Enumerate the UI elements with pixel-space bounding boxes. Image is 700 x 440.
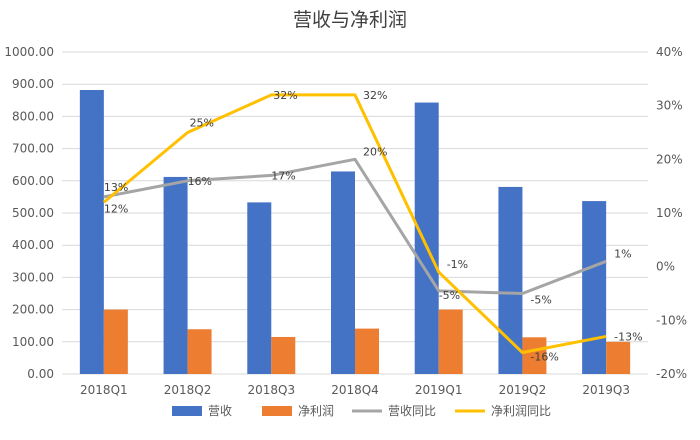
legend-label: 净利润同比 — [491, 404, 551, 418]
right-tick-label: 0% — [656, 260, 675, 274]
category-label: 2019Q1 — [415, 383, 463, 397]
data-label: 13% — [104, 181, 128, 194]
legend-label: 营收 — [208, 404, 232, 418]
legend-label: 营收同比 — [388, 404, 436, 418]
bar-1-2018Q3 — [271, 336, 296, 374]
category-label: 2018Q2 — [164, 383, 212, 397]
left-tick-label: 100.00 — [12, 335, 54, 349]
bar-1-2018Q2 — [187, 329, 212, 374]
data-label: -5% — [439, 289, 460, 302]
left-tick-label: 300.00 — [12, 270, 54, 284]
data-label: 20% — [363, 145, 387, 158]
bar-1-2019Q2 — [522, 337, 547, 374]
bar-1-2019Q1 — [438, 309, 463, 374]
line-营收同比 — [103, 157, 607, 295]
data-label: 32% — [273, 89, 297, 102]
bar-0-2018Q1 — [79, 89, 104, 374]
right-tick-label: 10% — [656, 206, 683, 220]
right-tick-label: 40% — [656, 45, 683, 59]
chart-title: 营收与净利润 — [293, 9, 407, 31]
right-tick-label: 20% — [656, 152, 683, 166]
data-label: 17% — [271, 169, 295, 182]
data-label: -5% — [530, 294, 551, 307]
left-tick-label: 500.00 — [12, 206, 54, 220]
category-label: 2018Q1 — [80, 383, 128, 397]
data-label: 25% — [190, 117, 214, 130]
data-label: 16% — [188, 175, 212, 188]
bar-0-2019Q2 — [498, 186, 523, 374]
bar-0-2018Q3 — [247, 202, 272, 374]
left-axis-ticks: 0.00 100.00 200.00 300.00 400.00 500.00 600.00… — [4, 45, 54, 381]
right-axis-ticks: -20% -10% 0% 10% 20% 30% 40% — [656, 45, 687, 381]
right-tick-label: -20% — [656, 367, 687, 381]
left-tick-label: 0.00 — [27, 367, 54, 381]
category-label: 2019Q3 — [582, 383, 630, 397]
bar-0-2019Q3 — [582, 201, 607, 374]
data-label: 1% — [614, 247, 631, 260]
data-label: 12% — [104, 202, 128, 215]
legend-label: 净利润 — [298, 404, 334, 418]
legend: 营收 净利润 营收同比 净利润同比 — [172, 404, 551, 418]
bar-1-2018Q1 — [103, 309, 128, 374]
legend-swatch — [172, 406, 202, 416]
left-tick-label: 1000.00 — [4, 45, 54, 59]
data-label: 32% — [363, 89, 387, 102]
data-labels: 13% 16% 17% 20% -5% -5% 1% 12% 25% 32% 32% -1% -16% -… — [104, 89, 643, 364]
bar-0-2018Q2 — [163, 176, 188, 374]
bar-0-2019Q1 — [414, 102, 439, 374]
data-label: -16% — [530, 351, 558, 364]
right-tick-label: 30% — [656, 99, 683, 113]
category-axis-labels: 2018Q1 2018Q2 2018Q3 2018Q4 2019Q1 2019Q2 2019… — [80, 383, 630, 397]
bar-0-2018Q4 — [331, 171, 355, 374]
category-label: 2018Q3 — [247, 383, 295, 397]
left-tick-label: 400.00 — [12, 238, 54, 252]
left-tick-label: 200.00 — [12, 303, 54, 317]
left-tick-label: 900.00 — [12, 77, 54, 91]
category-label: 2018Q4 — [331, 383, 379, 397]
left-tick-label: 600.00 — [12, 174, 54, 188]
data-label: -1% — [447, 258, 468, 271]
right-tick-label: -10% — [656, 313, 687, 327]
line-series — [102, 93, 607, 355]
bar-1-2018Q4 — [355, 328, 379, 374]
bar-series — [79, 89, 631, 374]
left-tick-label: 800.00 — [12, 109, 54, 123]
data-label: -13% — [614, 330, 642, 343]
bar-1-2019Q3 — [606, 341, 631, 374]
category-label: 2019Q2 — [499, 383, 547, 397]
left-tick-label: 700.00 — [12, 142, 54, 156]
legend-swatch — [262, 406, 292, 416]
line-净利润同比 — [102, 93, 607, 355]
